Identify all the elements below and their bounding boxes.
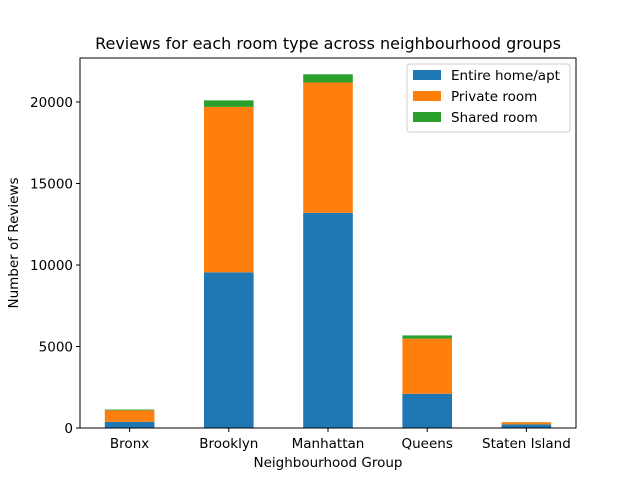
x-axis: Bronx Brooklyn Manhattan Queens Staten Islan…	[110, 428, 571, 452]
legend-swatch	[413, 70, 441, 80]
legend-box	[406, 63, 571, 133]
y-axis: 0 5000 10000 15000 20000	[30, 95, 80, 437]
bar-brooklyn-series-2	[204, 100, 254, 107]
bar-manhattan-series-0	[303, 212, 353, 428]
bar-staten-island-series-0	[501, 424, 552, 428]
legend-label: Entire home/apt	[451, 68, 560, 84]
bar-manhattan-series-2	[303, 74, 353, 83]
x-tick-label: Queens	[402, 436, 453, 452]
bar-bronx-series-1	[104, 410, 155, 422]
legend-swatch	[413, 112, 441, 122]
legend-label: Shared room	[451, 110, 538, 126]
y-tick-label: 20000	[30, 95, 73, 111]
x-tick-label: Staten Island	[482, 436, 571, 452]
legend-label: Private room	[451, 89, 537, 105]
y-tick-label: 0	[64, 421, 73, 437]
bar-queens-series-0	[402, 393, 452, 428]
y-tick-label: 15000	[30, 177, 73, 193]
bar-staten-island-series-1	[501, 422, 552, 425]
chart-title: Reviews for each room type across neighb…	[95, 34, 561, 53]
y-tick-label: 5000	[39, 340, 73, 356]
bar-brooklyn-series-1	[204, 106, 254, 273]
bars-group	[104, 74, 552, 428]
bar-bronx-series-2	[104, 409, 155, 411]
x-tick-label: Brooklyn	[199, 436, 258, 452]
plot-frame	[79, 57, 577, 429]
bar-bronx-series-0	[104, 421, 155, 428]
y-axis-label: Number of Reviews	[6, 177, 22, 308]
x-tick-label: Manhattan	[292, 436, 365, 452]
bar-queens-series-2	[402, 335, 452, 339]
legend: Entire home/apt Private room Shared room	[406, 63, 571, 133]
y-tick-label: 10000	[30, 258, 73, 274]
bar-manhattan-series-1	[303, 82, 353, 213]
x-axis-label: Neighbourhood Group	[253, 455, 402, 471]
x-tick-label: Bronx	[110, 436, 149, 452]
bar-queens-series-1	[402, 338, 452, 394]
legend-swatch	[413, 91, 441, 101]
bar-brooklyn-series-0	[204, 272, 254, 428]
